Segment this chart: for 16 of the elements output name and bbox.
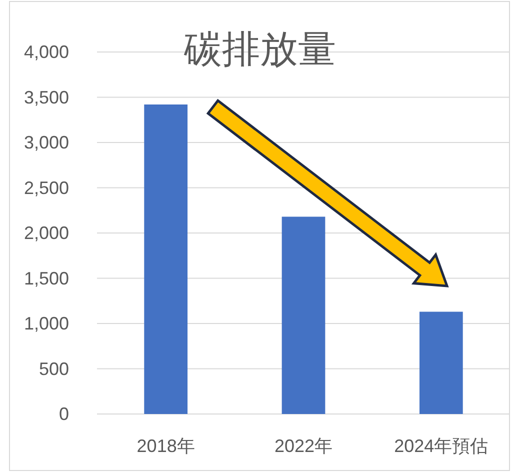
y-tick-label: 4,000 — [24, 42, 69, 62]
y-tick-label: 3,000 — [24, 132, 69, 152]
x-tick-label: 2018年 — [136, 436, 195, 456]
bar — [144, 104, 188, 414]
bar — [282, 216, 326, 414]
y-tick-label: 3,500 — [24, 87, 69, 108]
x-tick-label: 2024年預估 — [394, 436, 488, 456]
y-tick-label: 1,000 — [24, 314, 69, 334]
y-tick-label: 2,000 — [24, 223, 69, 243]
chart-title: 碳排放量 — [183, 29, 336, 71]
y-tick-label: 0 — [58, 404, 69, 424]
y-tick-label: 1,500 — [24, 268, 69, 288]
bar — [419, 312, 463, 414]
y-tick-label: 500 — [38, 358, 69, 379]
y-tick-label: 2,500 — [24, 178, 69, 198]
x-tick-label: 2022年 — [274, 436, 333, 456]
